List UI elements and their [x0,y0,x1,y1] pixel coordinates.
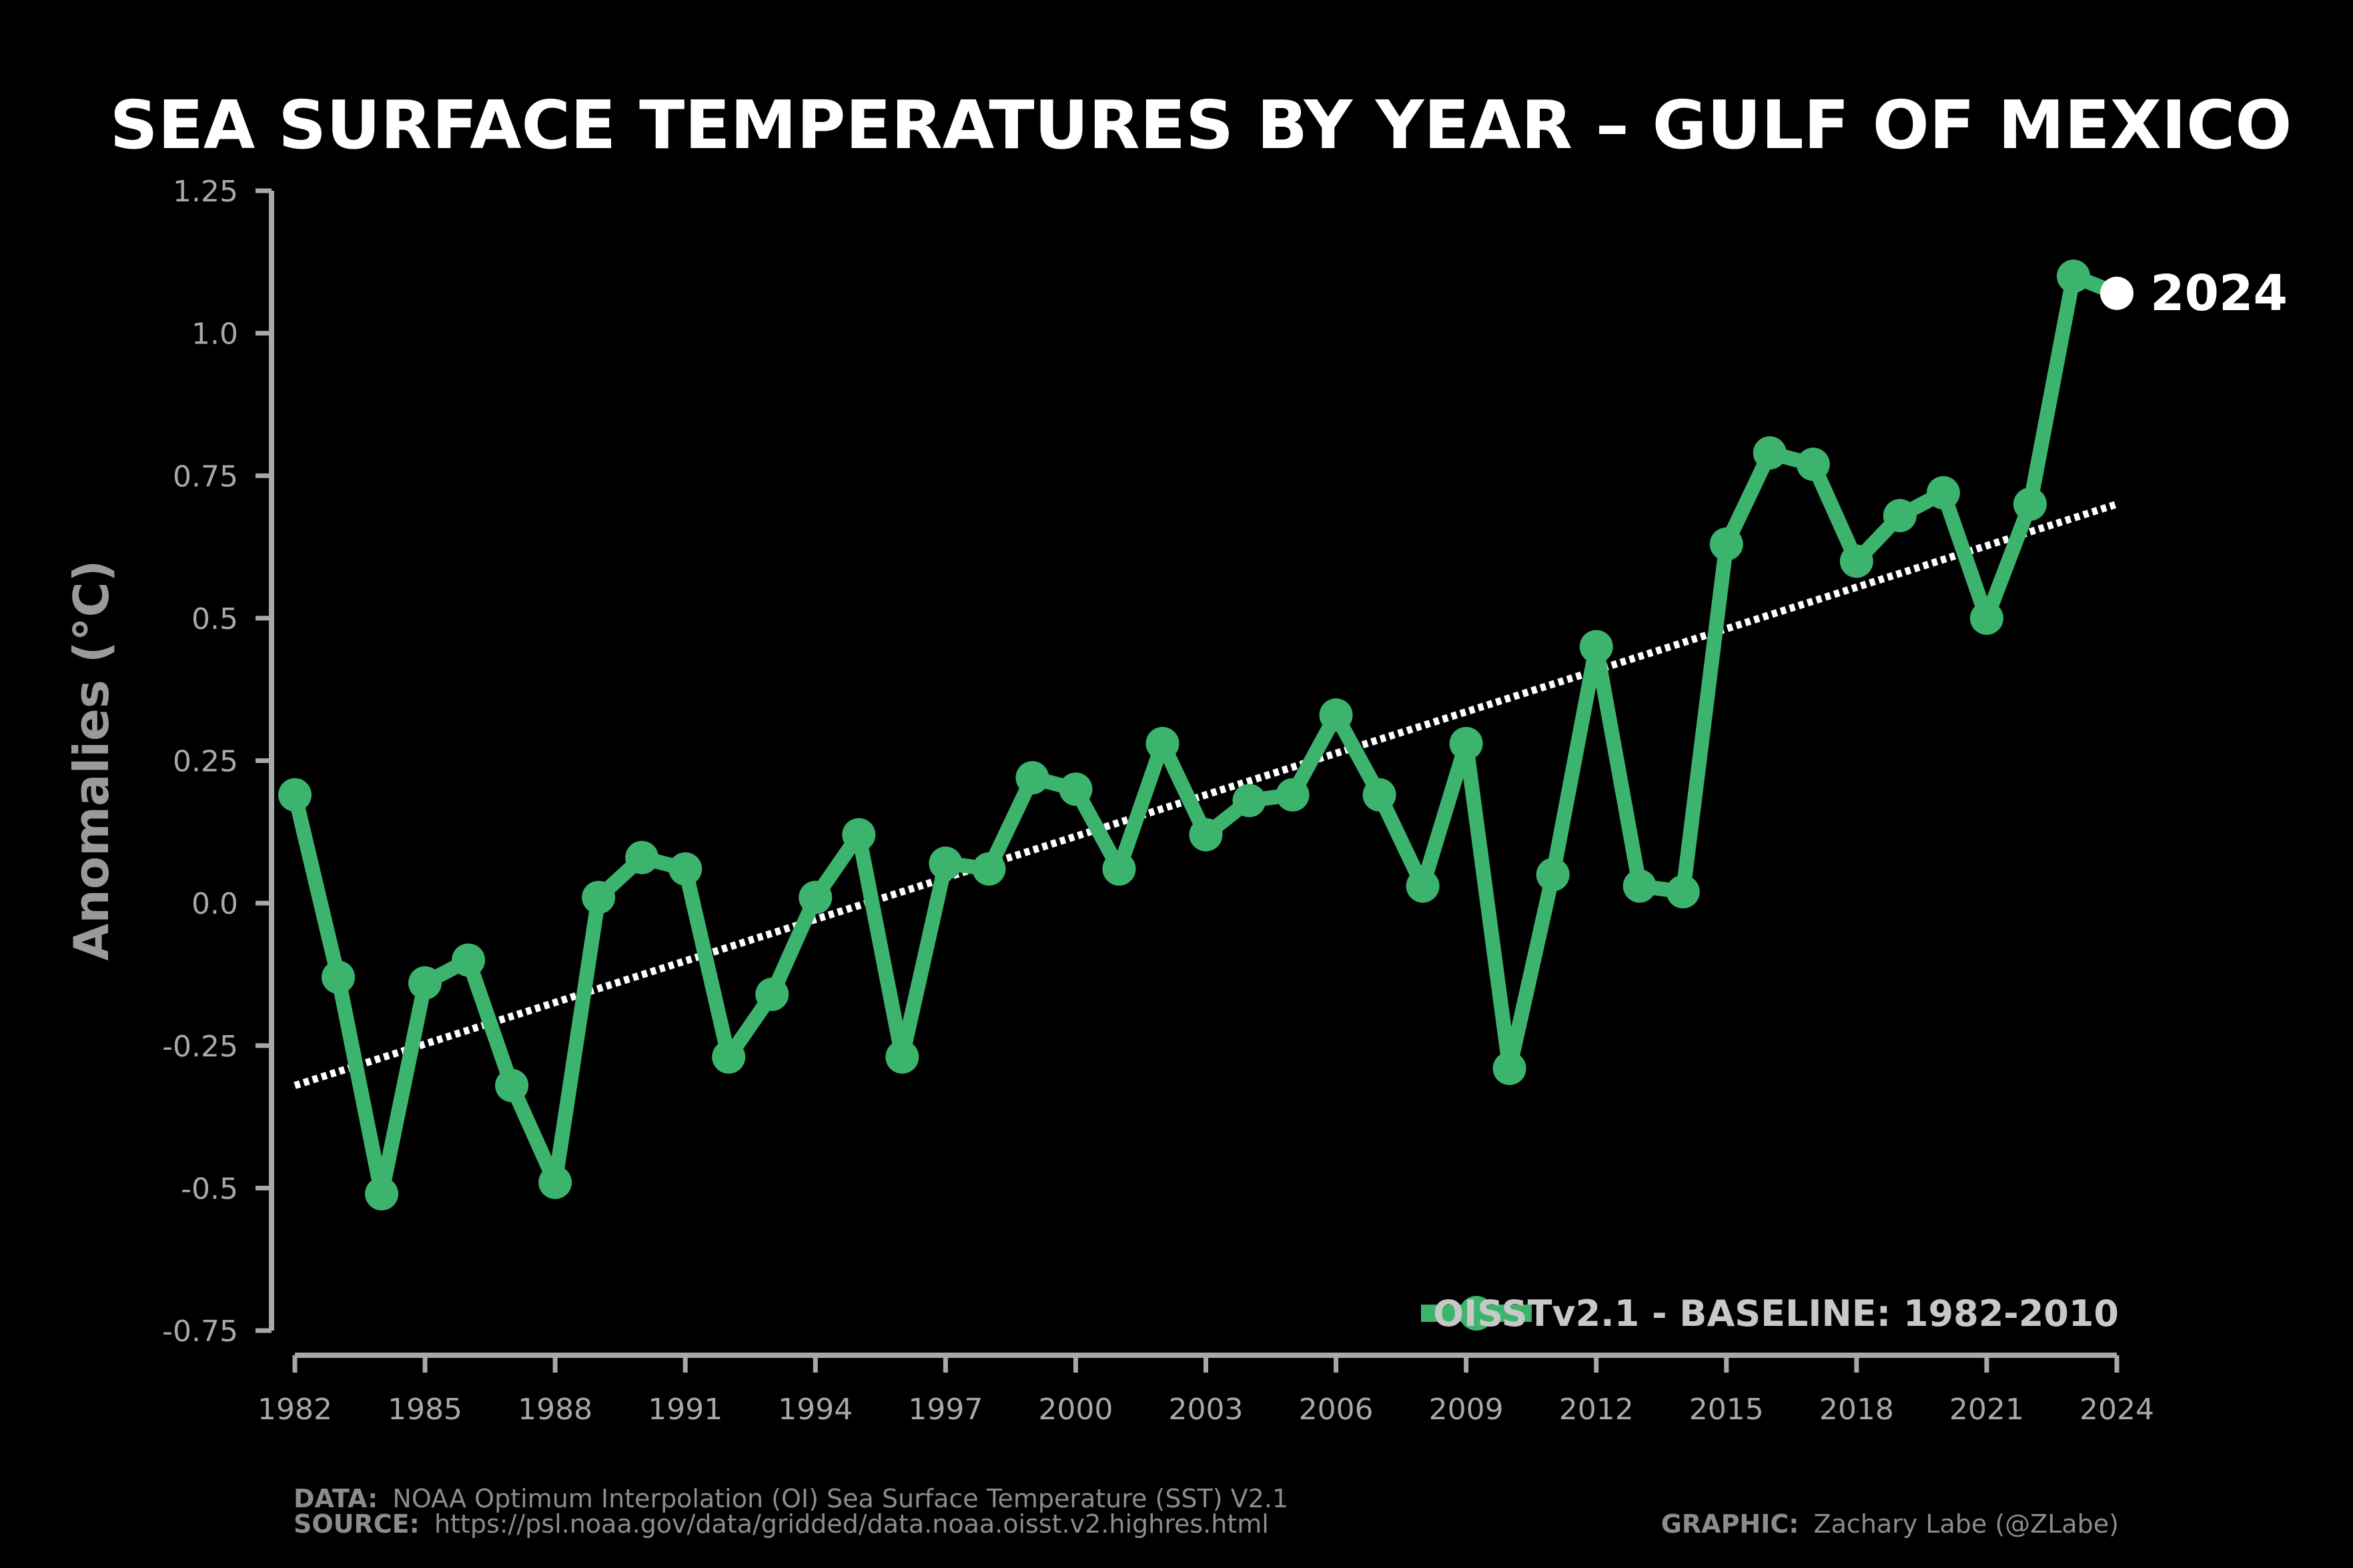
x-tick-label: 1985 [388,1393,462,1427]
y-tick-label: 0.75 [173,460,238,494]
data-point [1189,818,1223,852]
data-point [1969,601,2003,635]
x-tick-label: 1997 [908,1393,983,1427]
y-tick-label: -0.75 [162,1315,238,1349]
data-point [1622,869,1657,903]
data-point [1579,630,1613,664]
x-tick-label: 1991 [648,1393,723,1427]
data-point [842,818,876,852]
x-tick-label: 2000 [1038,1393,1113,1427]
data-point [365,1177,399,1211]
data-point [1276,778,1310,812]
data-point [1926,476,1960,510]
highlight-layer: 2024 [2100,265,2288,322]
data-point [1796,448,1830,482]
credit-graphic-text: Zachary Labe (@ZLabe) [1814,1509,2119,1539]
x-tick-label: 2021 [1949,1393,2024,1427]
y-tick-label: -0.25 [162,1030,238,1064]
x-tick-label: 1982 [258,1393,332,1427]
data-point [755,977,789,1011]
data-point [799,880,833,914]
data-point [408,966,442,1000]
data-point [1406,869,1440,903]
credit-graphic-label: GRAPHIC: [1661,1509,1799,1539]
x-tick-label: 2009 [1429,1393,1504,1427]
data-point [2056,259,2090,293]
y-axis: -0.75 -0.5 -0.25 0.0 0.25 0.5 0.75 1.0 1.25 [162,175,274,1349]
data-point [1015,761,1049,795]
x-tick-label: 2015 [1689,1393,1764,1427]
data-point [582,880,616,914]
credit-source-label: SOURCE: [294,1509,420,1539]
data-point [1709,527,1743,561]
credits: DATA: NOAA Optimum Interpolation (OI) Se… [294,1484,2119,1539]
data-point [1492,1051,1526,1085]
data-point [1059,772,1093,806]
y-tick-label: 0.25 [173,745,238,779]
data-point [1232,784,1266,818]
data-point [1839,544,1873,578]
data-point [322,960,356,994]
y-tick-label: 1.0 [191,317,238,351]
data-point [1753,436,1787,470]
trend-layer [294,500,2118,1089]
data-point [278,778,312,812]
data-point [1536,858,1570,892]
data-point [1102,852,1136,886]
y-tick-label: 1.25 [173,175,238,209]
series-layer [278,259,2124,1211]
x-tick-label: 1988 [518,1393,592,1427]
data-point [1145,726,1180,760]
credit-graphic-line: GRAPHIC: Zachary Labe (@ZLabe) [1661,1509,2119,1539]
x-tick-label: 1994 [778,1393,853,1427]
highlight-point [2100,276,2134,310]
x-axis: 1982 1985 1988 1991 1994 1997 2000 2003 2006 2009… [258,1353,2154,1427]
legend-dot-marker [1459,1296,1494,1331]
data-point [452,943,486,977]
chart-title: SEA SURFACE TEMPERATURES BY YEAR – GULF … [110,86,2292,164]
credit-data-text: NOAA Optimum Interpolation (OI) Sea Surf… [392,1484,1288,1513]
data-point [929,846,963,880]
credit-data-label: DATA: [294,1484,378,1513]
x-tick-label: 2024 [2079,1393,2154,1427]
data-point [712,1040,746,1074]
data-point [1362,778,1396,812]
x-tick-label: 2018 [1819,1393,1894,1427]
data-point [2013,487,2047,521]
data-point [1449,726,1483,760]
data-point [972,852,1006,886]
data-point [495,1068,529,1102]
x-tick-label: 2012 [1559,1393,1634,1427]
x-tick-label: 2006 [1299,1393,1374,1427]
credit-source-line: SOURCE: https://psl.noaa.gov/data/gridde… [294,1509,1269,1539]
data-point [625,840,659,874]
data-point [668,852,702,886]
data-point [538,1165,572,1199]
data-point [1319,698,1353,732]
y-tick-label: -0.5 [181,1172,238,1206]
data-point [1883,499,1917,533]
credit-data-line: DATA: NOAA Optimum Interpolation (OI) Se… [294,1484,1288,1513]
data-point [1666,875,1700,909]
data-point [885,1040,919,1074]
y-tick-label: 0.5 [191,602,238,636]
legend: OISSTv2.1 - BASELINE: 1982-2010 [1421,1293,2119,1335]
credit-source-text: https://psl.noaa.gov/data/gridded/data.n… [434,1509,1269,1539]
trend-line [294,500,2118,1089]
highlight-label: 2024 [2150,265,2288,322]
y-tick-label: 0.0 [191,887,238,921]
y-axis-label: Anomalies (°C) [63,560,119,961]
legend-label: OISSTv2.1 - BASELINE: 1982-2010 [1433,1293,2119,1335]
x-tick-label: 2003 [1169,1393,1244,1427]
